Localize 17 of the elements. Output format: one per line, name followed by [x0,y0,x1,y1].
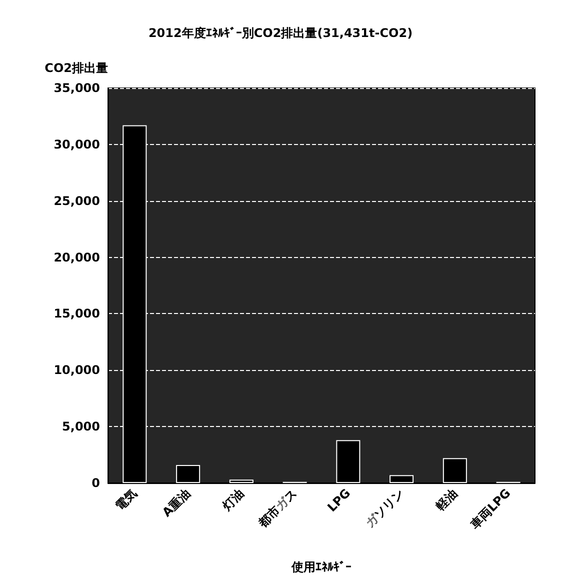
y-tick-label: 20,000 [54,250,100,264]
chart-title: 2012年度ｴﾈﾙｷﾞｰ別CO2排出量(31,431t-CO2) [148,26,413,40]
y-tick-label: 5,000 [62,420,100,434]
x-tick-label: 電気 [112,486,140,513]
x-tick-label: 都市ガス [255,486,300,531]
y-tick-label: 10,000 [54,363,100,378]
y-axis-title: CO2排出量 [44,61,108,75]
y-tick-label: 15,000 [54,306,100,321]
x-tick-label: 軽油 [432,486,460,514]
y-tick-label: 0 [92,476,100,490]
y-tick-label: 35,000 [54,81,100,95]
x-tick-label: A重油 [160,486,194,520]
y-tick-label: 30,000 [54,137,100,152]
x-tick-label: ガソリン [362,486,407,530]
y-tick-label: 25,000 [54,194,100,208]
x-axis-title: 使用ｴﾈﾙｷﾞｰ [290,560,352,574]
x-tick-label: 灯油 [218,486,246,514]
